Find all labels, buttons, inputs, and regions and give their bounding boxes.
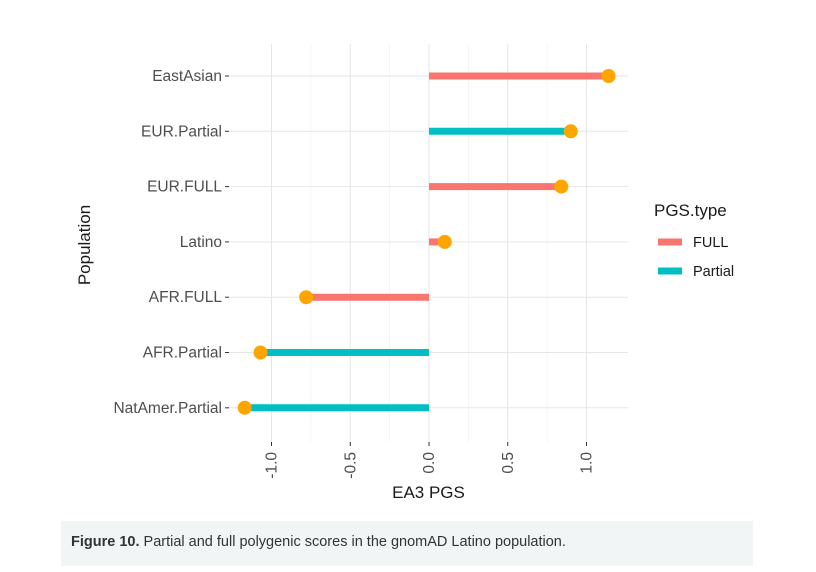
data-point [563,124,578,139]
lollipop-chart: EastAsian EUR.Partial EUR.FULL Latino AFR.FU… [75,44,734,502]
legend-title: PGS.type [654,201,727,220]
data-point [253,345,268,360]
data-point [601,69,616,83]
x-tick-label: -0.5 [342,452,359,479]
y-axis-title: Population [75,205,94,285]
x-tick-label: 0.5 [500,452,517,474]
figure-caption-text: Partial and full polygenic scores in the… [139,534,566,550]
legend-label: FULL [693,235,728,251]
x-tick-label: 1.0 [579,452,596,474]
x-axis-title: EA3 PGS [392,483,465,502]
figure-caption: Figure 10. Partial and full polygenic sc… [61,521,753,566]
data-point [437,234,452,249]
data-point [237,400,252,415]
data-point [299,290,314,305]
data-point [554,179,569,194]
figure-label: Figure 10. [71,534,140,550]
x-tick-label: -1.0 [264,452,281,479]
legend-label: Partial [693,264,734,280]
y-tick-label: EUR.FULL [147,179,222,196]
y-tick-label: NatAmer.Partial [113,400,222,417]
y-tick-label: AFR.FULL [149,289,223,306]
y-tick-label: Latino [180,234,222,251]
x-tick-label: 0.0 [421,452,438,474]
y-tick-label: AFR.Partial [143,345,222,362]
y-tick-label: EUR.Partial [141,123,222,140]
y-tick-label: EastAsian [152,68,222,85]
